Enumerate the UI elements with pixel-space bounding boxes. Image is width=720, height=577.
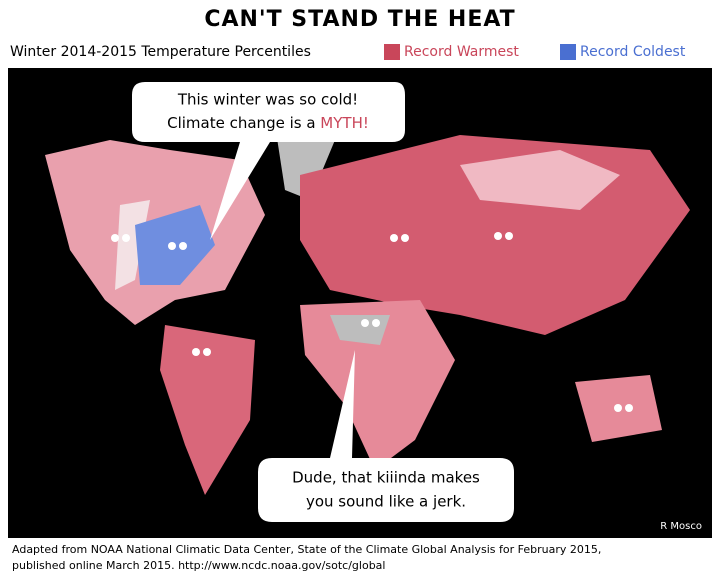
bubble-text: Climate change is a MYTH! xyxy=(167,114,369,132)
speech-bubble xyxy=(132,82,405,240)
source: published online March 2015. http://www.… xyxy=(12,559,385,572)
speech-bubble xyxy=(258,350,514,522)
title: CAN'T STAND THE HEAT xyxy=(204,7,515,32)
bubble-text: Climate change is a xyxy=(167,114,320,132)
region xyxy=(460,150,620,210)
greenland xyxy=(275,125,335,200)
region xyxy=(115,200,150,290)
credit: R Mosco xyxy=(660,521,702,532)
bubble-text: This winter was so cold! xyxy=(177,91,358,109)
faces xyxy=(111,232,633,412)
emphasis: MYTH! xyxy=(320,114,369,132)
legend-swatch xyxy=(560,44,576,60)
legend-label: Record Warmest xyxy=(404,44,519,60)
south-america xyxy=(160,325,255,495)
africa xyxy=(300,300,455,470)
bubble-text: you sound like a jerk. xyxy=(306,493,466,511)
legend-swatch xyxy=(384,44,400,60)
source: Adapted from NOAA National Climatic Data… xyxy=(12,543,601,556)
map xyxy=(45,125,690,495)
legend-label: Record Coldest xyxy=(580,44,686,60)
subtitle: Winter 2014-2015 Temperature Percentiles xyxy=(10,44,311,60)
bubble-text: Dude, that kiiinda makes xyxy=(292,469,480,487)
